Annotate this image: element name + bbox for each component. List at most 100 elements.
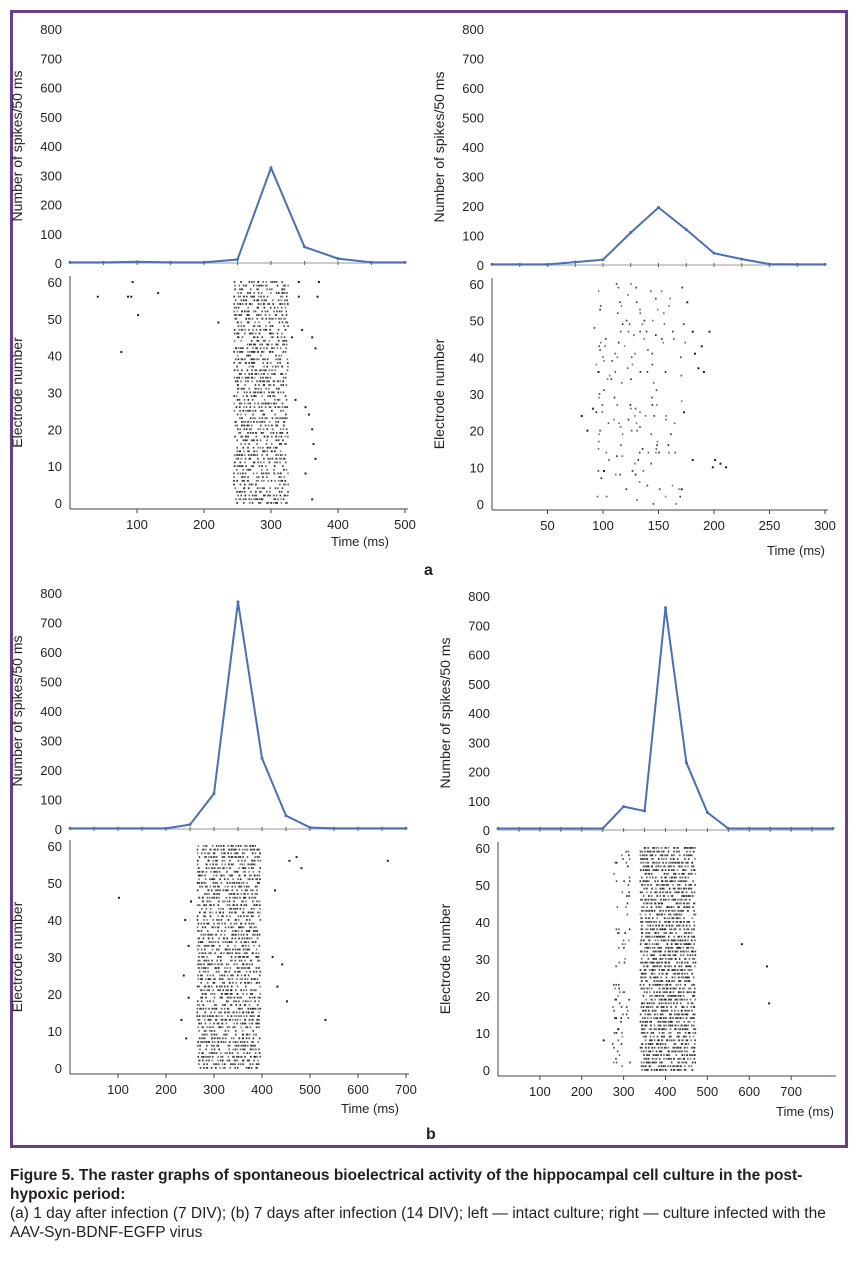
spike-mark [243,937,246,940]
spike-point [281,963,284,966]
spike-mark [266,288,268,291]
spike-mark [674,1028,677,1031]
spike-mark [263,384,266,386]
spike-mark [260,468,263,471]
spike-mark [212,1063,215,1066]
spike-mark [245,303,247,305]
raster-xtick-label: 250 [759,518,781,533]
spike-mark [278,406,281,408]
spike-mark [682,1035,685,1038]
spike-mark [246,424,249,427]
spike-mark [690,946,692,949]
spike-mark [197,852,199,855]
spike-mark [252,1018,254,1021]
spike-mark [657,935,660,938]
raster-ytick-label: 40 [476,915,490,930]
spike-mark [246,933,248,936]
spike-mark [208,978,210,980]
psth-ytick-label: 300 [40,168,62,183]
spike-point [190,900,192,903]
spike-mark [645,921,647,923]
spike-mark [251,317,254,320]
spike-mark [202,933,205,936]
spike-mark [204,944,207,947]
spike-mark [248,919,251,921]
spike-mark [652,1050,654,1053]
spike-mark [233,1055,235,1058]
spike-mark [673,913,675,916]
spike-mark [642,861,645,864]
spike-mark [671,976,674,979]
spike-mark [230,874,232,877]
spike-mark [253,362,256,364]
spike-mark [227,963,230,966]
spike-mark [657,980,659,982]
spike-mark [219,985,221,988]
spike-mark [595,363,598,366]
spike-mark [246,314,249,316]
spike-mark [678,1046,680,1049]
psth-point [236,600,240,604]
spike-mark [259,347,262,350]
spike-mark [614,861,617,864]
spike-mark [639,913,642,916]
spike-mark [660,1046,662,1049]
spike-mark [678,1069,680,1071]
spike-mark [197,948,199,951]
spike-mark [674,1009,676,1012]
spike-mark [216,959,218,962]
spike-mark [213,893,216,895]
spike-mark [647,847,649,849]
spike-mark [678,991,680,994]
spike-mark [663,913,666,916]
spike-mark [233,306,236,309]
spike-mark [679,898,681,901]
spike-mark [654,976,657,979]
spike-mark [262,362,265,364]
spike-mark [660,909,662,912]
spike-mark [614,998,617,1001]
spike-point [602,1039,605,1042]
spike-mark [658,972,661,975]
spike-mark [663,1046,666,1049]
spike-mark [237,1052,239,1054]
spike-mark [236,354,239,357]
spike-mark [661,1035,664,1038]
spike-mark [271,435,273,438]
spike-mark [213,1044,215,1047]
spike-mark [686,850,688,853]
spike-mark [211,1030,213,1032]
spike-mark [670,909,673,912]
spike-mark [643,854,646,857]
spike-mark [655,404,658,406]
spike-mark [656,1006,658,1008]
spike-mark [264,424,267,427]
spike-mark [257,288,260,291]
spike-mark [661,1006,664,1008]
spike-mark [214,963,216,966]
spike-mark [257,295,260,298]
spike-point [386,859,389,862]
spike-mark [642,858,644,860]
spike-mark [226,1059,229,1062]
spike-mark [669,1028,672,1031]
spike-mark [256,900,258,903]
spike-mark [657,1043,659,1045]
spike-mark [668,965,671,968]
spike-mark [243,450,245,453]
spike-mark [262,358,264,361]
spike-mark [266,343,268,346]
spike-mark [249,468,252,471]
spike-mark [612,983,615,986]
spike-mark [643,880,645,883]
spike-mark [243,852,246,855]
spike-mark [677,861,679,864]
spike-mark [250,978,253,980]
spike-mark [262,476,264,478]
spike-mark [285,376,287,379]
spike-mark [682,1061,684,1064]
spike-mark [203,993,206,995]
spike-mark [215,1007,218,1010]
spike-mark [258,1026,260,1029]
spike-mark [256,981,258,984]
